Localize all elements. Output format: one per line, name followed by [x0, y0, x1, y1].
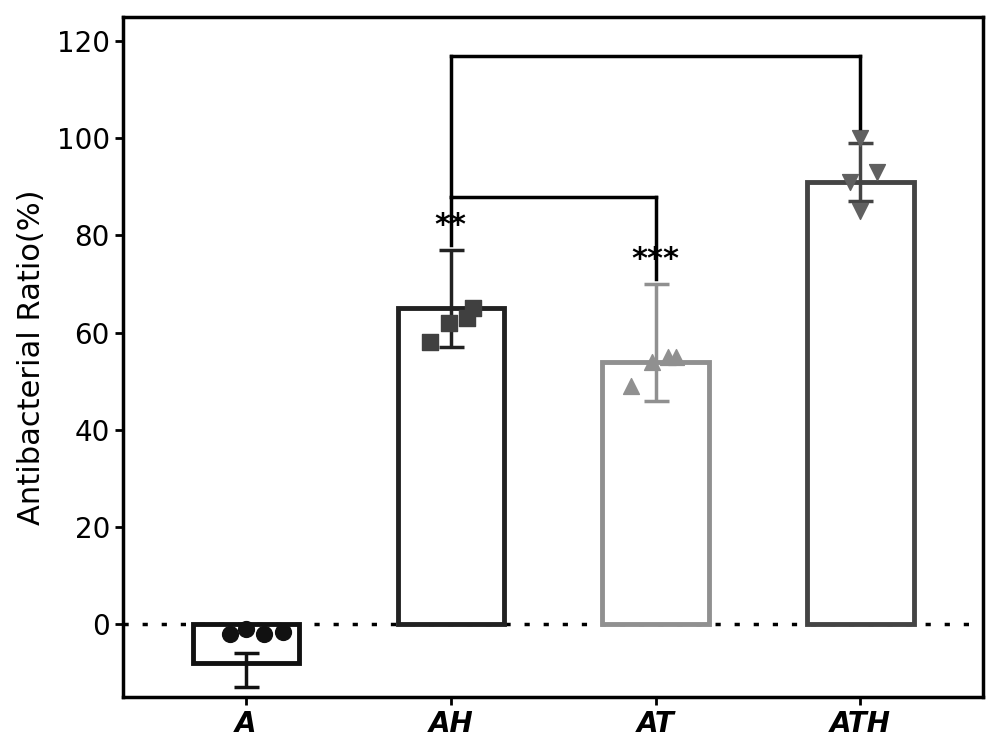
Text: ***: *** — [632, 245, 680, 274]
Point — [275, 625, 291, 637]
Point — [441, 317, 457, 329]
Point — [256, 628, 272, 640]
Point — [222, 628, 238, 640]
Point — [660, 351, 676, 363]
Bar — [398, 308, 504, 624]
Point — [422, 336, 438, 348]
Point — [842, 176, 858, 188]
Point — [852, 205, 868, 217]
Point — [465, 302, 481, 314]
Bar — [807, 182, 914, 624]
Bar — [193, 624, 299, 663]
Point — [459, 312, 475, 324]
Point — [852, 132, 868, 144]
Point — [668, 351, 684, 363]
Bar — [602, 362, 709, 624]
Point — [869, 166, 885, 178]
Text: **: ** — [435, 211, 467, 240]
Point — [238, 623, 254, 635]
Y-axis label: Antibacterial Ratio(%): Antibacterial Ratio(%) — [17, 190, 46, 525]
Point — [623, 380, 639, 392]
Point — [644, 356, 660, 368]
